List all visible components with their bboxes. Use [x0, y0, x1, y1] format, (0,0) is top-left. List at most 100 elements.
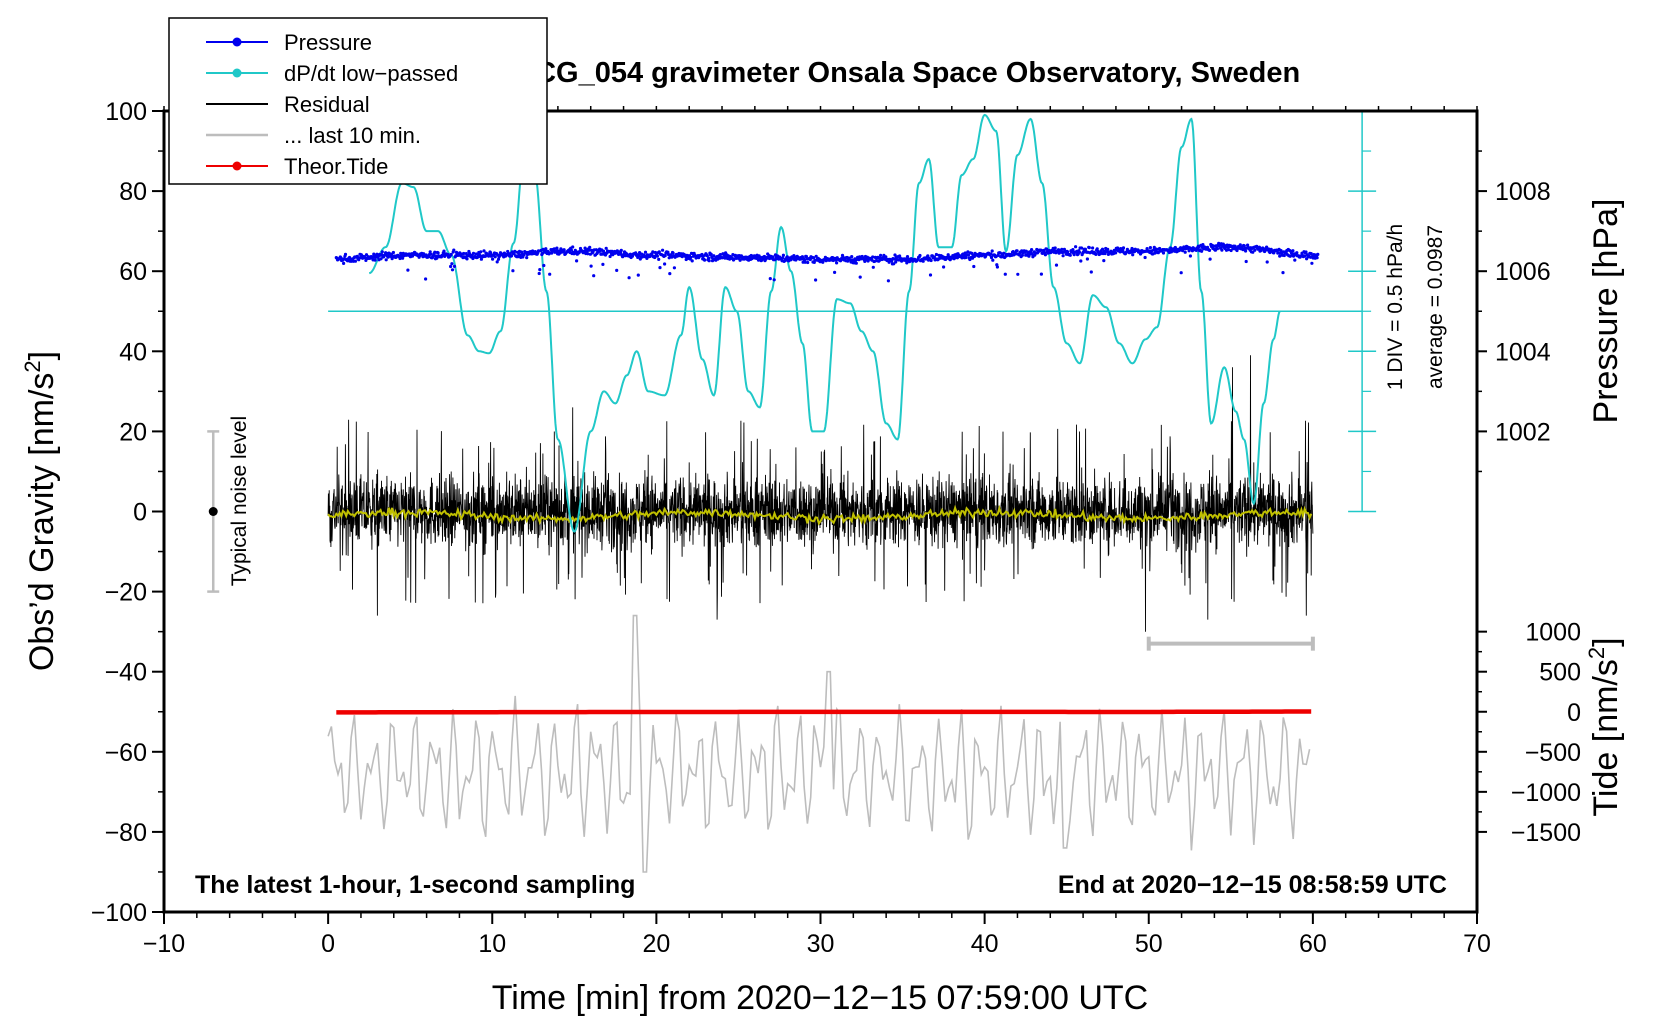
- pressure-point: [990, 249, 994, 253]
- pressure-point: [462, 251, 466, 256]
- series-pressure: [334, 241, 1320, 283]
- pressure-point: [548, 272, 552, 276]
- pressure-point: [814, 254, 818, 258]
- tide-tick-label: −500: [1525, 739, 1581, 767]
- pressure-point: [1039, 272, 1043, 276]
- pressure-point: [946, 253, 950, 257]
- pressure-point: [542, 263, 546, 268]
- pressure-point: [1089, 270, 1093, 274]
- y-tick-label: −60: [105, 739, 147, 767]
- pressure-point: [1279, 249, 1283, 253]
- pressure-point: [894, 260, 898, 264]
- pressure-point: [655, 254, 660, 258]
- pressure-point: [1015, 249, 1019, 253]
- pressure-point: [1244, 249, 1248, 253]
- y-tick-label: 100: [105, 98, 147, 126]
- pressure-point: [663, 262, 667, 266]
- pressure-point: [703, 258, 707, 262]
- pressure-point: [544, 247, 548, 251]
- pressure-point: [1303, 254, 1307, 258]
- legend-label: Pressure: [284, 30, 372, 55]
- y-tick-label: 80: [119, 178, 147, 206]
- pressure-point: [1014, 252, 1018, 256]
- y-tick-label: 40: [119, 338, 147, 366]
- y-tick-label: −80: [105, 819, 147, 847]
- pressure-point: [671, 251, 675, 255]
- pressure-point: [1143, 255, 1147, 260]
- pressure-point: [785, 255, 789, 259]
- pressure-point: [877, 259, 881, 263]
- pressure-point: [960, 256, 964, 260]
- footer-left: The latest 1-hour, 1-second sampling: [195, 871, 635, 899]
- pressure-point: [1207, 248, 1212, 252]
- y-tick-label: −40: [105, 659, 147, 687]
- pressure-point: [781, 256, 785, 260]
- x-tick-label: 0: [321, 930, 335, 958]
- pressure-point: [1072, 253, 1076, 257]
- pressure-point: [1129, 250, 1133, 254]
- pressure-point: [615, 268, 619, 272]
- y-tick-label: 60: [119, 258, 147, 286]
- pressure-point: [406, 268, 410, 272]
- pressure-point: [892, 257, 897, 261]
- pressure-point: [1215, 247, 1219, 251]
- pressure-point: [401, 256, 405, 260]
- pressure-point: [442, 249, 446, 253]
- pressure-point: [1071, 248, 1075, 252]
- pressure-point: [449, 264, 453, 269]
- pressure-point: [1291, 249, 1295, 253]
- y-axis-label-tide-exp: 2: [1584, 647, 1609, 659]
- pressure-point: [1181, 249, 1185, 253]
- pressure-point: [594, 248, 598, 252]
- pressure-point: [502, 251, 506, 255]
- pressure-point: [1020, 253, 1024, 257]
- pressure-point: [1091, 246, 1095, 250]
- pressure-point: [373, 258, 377, 262]
- pressure-point: [850, 255, 854, 259]
- pressure-point: [575, 259, 579, 263]
- pressure-point: [1079, 246, 1084, 250]
- y-axis-label-gravity: Obs’d Gravity [nm/s2]: [20, 351, 61, 671]
- pressure-point: [342, 261, 346, 265]
- pressure-point: [1030, 248, 1034, 252]
- legend-label: Residual: [284, 92, 370, 117]
- pressure-point: [353, 259, 357, 263]
- pressure-point: [1053, 246, 1057, 250]
- pressure-point: [608, 254, 612, 259]
- pressure-point: [1154, 247, 1158, 251]
- pressure-point: [538, 268, 542, 272]
- pressure-point: [1310, 261, 1314, 265]
- pressure-point: [1094, 252, 1098, 256]
- pressure-point: [449, 252, 453, 257]
- pressure-point: [380, 250, 384, 254]
- pressure-point: [966, 250, 970, 254]
- pressure-point: [806, 260, 810, 265]
- legend-label: Theor.Tide: [284, 154, 388, 179]
- pressure-point: [1161, 251, 1166, 255]
- pressure-point: [1054, 263, 1059, 267]
- pressure-point: [871, 255, 875, 259]
- pressure-point: [733, 253, 738, 257]
- pressure-point: [668, 272, 672, 276]
- pressure-point: [537, 271, 541, 276]
- pressure-point: [672, 266, 677, 270]
- tick-layer: −10 0 10 20 30 40 50 60 70−100−80−60−40−20020406…: [91, 98, 1581, 958]
- pressure-point: [879, 253, 883, 257]
- pressure-point: [1200, 249, 1204, 253]
- legend-items: Pressure dP/dt low−passed Residual ... last…: [206, 30, 458, 179]
- pressure-point: [562, 248, 566, 252]
- pressure-point: [858, 275, 862, 279]
- pressure-point: [651, 250, 655, 254]
- pressure-point: [905, 261, 909, 265]
- pressure-point: [1183, 250, 1187, 254]
- pressure-tick-label: 1008: [1495, 178, 1551, 206]
- x-axis-label: Time [min] from 2020−12−15 07:59:00 UTC: [492, 979, 1148, 1017]
- legend-label: ... last 10 min.: [284, 123, 421, 148]
- tide-tick-label: 500: [1539, 659, 1581, 687]
- pressure-point: [386, 255, 390, 259]
- tide-tick-label: −1000: [1511, 779, 1581, 807]
- pressure-point: [1145, 247, 1149, 251]
- pressure-point: [428, 250, 432, 254]
- pressure-point: [738, 258, 742, 262]
- pressure-point: [803, 260, 807, 264]
